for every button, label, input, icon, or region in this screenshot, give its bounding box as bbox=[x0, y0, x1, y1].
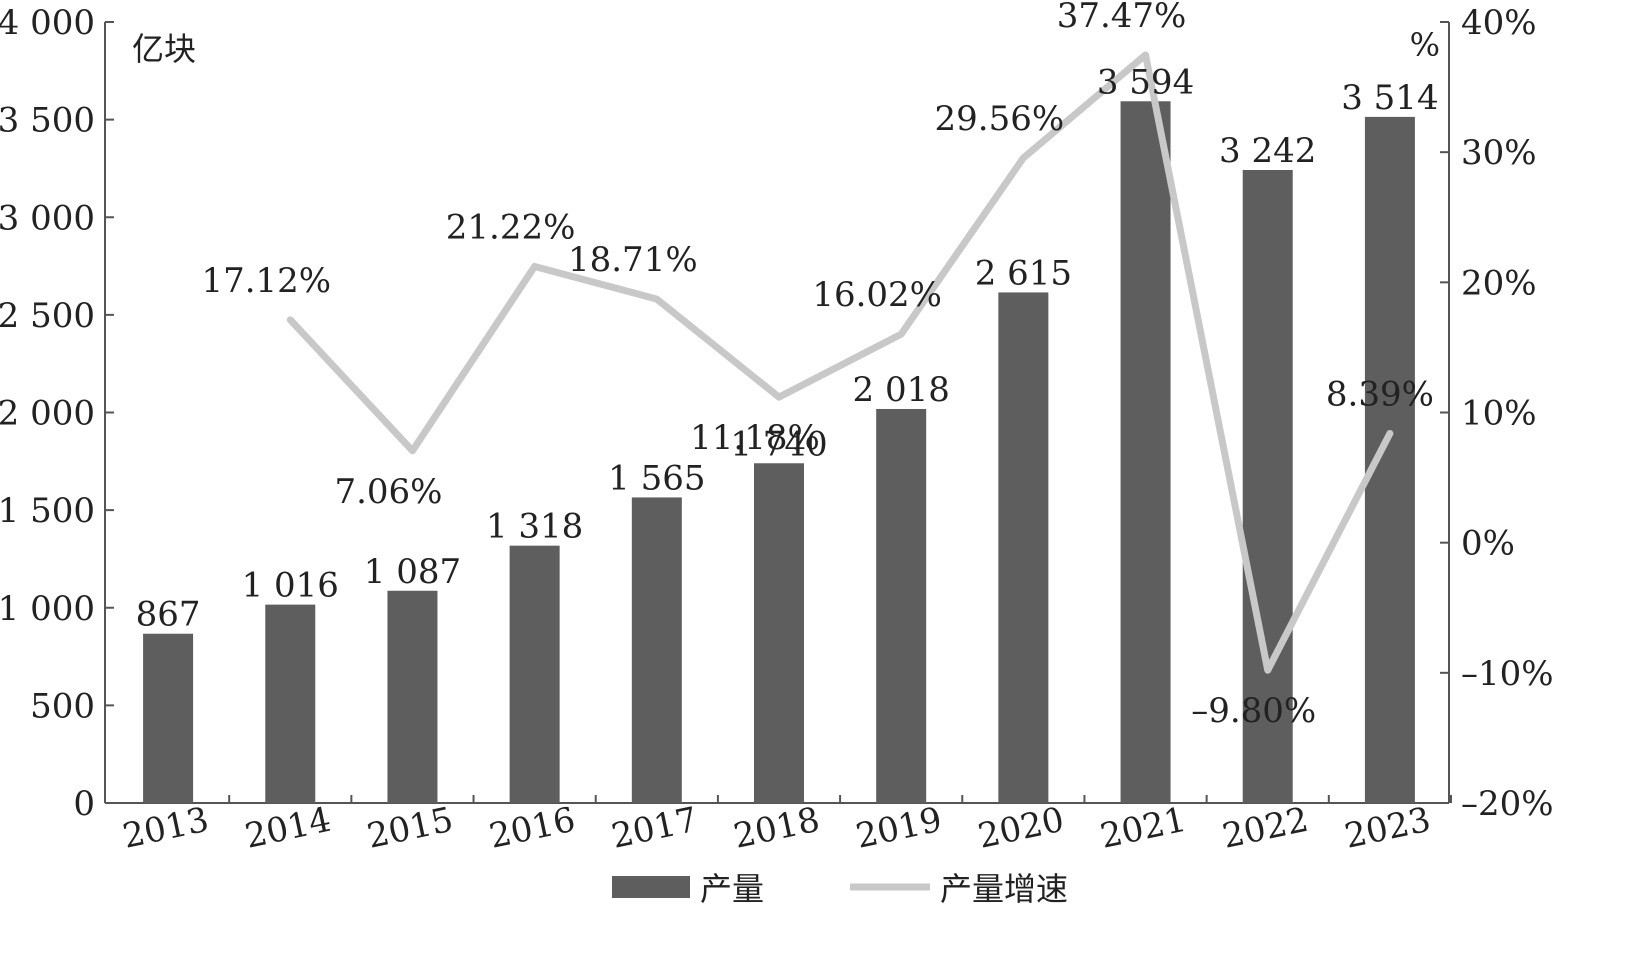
bar-value-label: 3 514 bbox=[1341, 78, 1438, 118]
bar bbox=[509, 545, 560, 803]
growth-line bbox=[286, 51, 1394, 674]
right-tick-label: –20% bbox=[1461, 784, 1554, 824]
bar bbox=[876, 408, 927, 803]
left-axis-unit: 亿块 bbox=[132, 30, 196, 68]
line-value-label: 29.56% bbox=[935, 99, 1065, 139]
bar bbox=[1120, 101, 1171, 804]
right-tick-label: 30% bbox=[1461, 133, 1537, 173]
left-axis-ticks: 0 500 1 000 1 500 2 000 2 500 3 000 3 500 4 000 bbox=[0, 3, 114, 824]
x-tick-label: 2015 bbox=[364, 800, 457, 857]
left-tick-label: 3 500 bbox=[0, 101, 95, 141]
x-tick-label: 2016 bbox=[486, 800, 579, 857]
right-tick-label: –10% bbox=[1461, 654, 1554, 694]
left-tick-label: 2 000 bbox=[0, 394, 95, 434]
left-tick-label: 500 bbox=[30, 686, 95, 726]
line-value-label: 37.47% bbox=[1057, 0, 1187, 36]
line-value-label: 16.02% bbox=[812, 275, 942, 315]
x-tick-label: 2021 bbox=[1097, 800, 1190, 857]
bar bbox=[631, 497, 682, 803]
bar-value-label: 2 018 bbox=[853, 370, 950, 410]
bar-value-labels: 867 1 016 1 087 1 318 1 565 1 740 2 018 2 615 3 … bbox=[136, 62, 1439, 634]
bar bbox=[1242, 169, 1293, 803]
x-tick-label: 2020 bbox=[975, 800, 1068, 857]
line-value-label: 21.22% bbox=[446, 207, 576, 247]
line-value-label: 11.18% bbox=[690, 418, 820, 458]
line-value-label: 18.71% bbox=[568, 240, 698, 280]
bar-value-label: 3 242 bbox=[1219, 131, 1316, 171]
right-tick-label: 0% bbox=[1461, 524, 1515, 564]
right-tick-label: 10% bbox=[1461, 394, 1537, 434]
x-tick-label: 2018 bbox=[730, 800, 823, 857]
line-value-label: 17.12% bbox=[201, 261, 331, 301]
bar bbox=[754, 463, 804, 803]
right-axis-ticks: –20% –10% 0% 10% 20% 30% 40% bbox=[1440, 3, 1554, 824]
x-tick-label: 2022 bbox=[1219, 800, 1312, 857]
left-tick-label: 1 500 bbox=[0, 491, 95, 531]
legend-bar-label: 产量 bbox=[700, 870, 764, 908]
left-tick-label: 3 000 bbox=[0, 198, 95, 238]
bar-value-label: 1 016 bbox=[242, 566, 339, 606]
legend-bar-swatch bbox=[612, 876, 690, 898]
line-value-label: –9.80% bbox=[1191, 691, 1316, 731]
bar-value-label: 1 740 bbox=[730, 424, 827, 464]
right-tick-label: 40% bbox=[1461, 3, 1537, 43]
bar bbox=[265, 604, 316, 803]
bar bbox=[143, 633, 194, 803]
line-value-label: 8.39% bbox=[1326, 374, 1434, 414]
x-tick-label: 2017 bbox=[608, 800, 701, 857]
x-tick-label: 2013 bbox=[119, 800, 212, 857]
left-tick-label: 1 000 bbox=[0, 589, 95, 629]
x-tick-label: 2014 bbox=[242, 800, 335, 857]
left-tick-label: 4 000 bbox=[0, 3, 95, 43]
left-tick-label: 0 bbox=[73, 784, 95, 824]
bar-value-label: 867 bbox=[136, 595, 201, 635]
bar-value-label: 1 318 bbox=[486, 507, 583, 547]
line-value-labels: 17.12% 7.06% 21.22%18.71% 11.18% 16.02% 29.56… bbox=[201, 0, 1433, 731]
legend-line-label: 产量增速 bbox=[940, 870, 1068, 908]
x-tick-label: 2019 bbox=[852, 800, 945, 857]
left-tick-label: 2 500 bbox=[0, 296, 95, 336]
x-axis-ticks: 2013 2014 2015 2016 2017 2018 2019 2020 2021 2022… bbox=[119, 795, 1452, 857]
right-tick-label: 20% bbox=[1461, 263, 1537, 303]
bar bbox=[387, 590, 438, 803]
bar-series bbox=[143, 101, 1415, 804]
bar-value-label: 1 565 bbox=[608, 458, 705, 498]
bar-value-label: 1 087 bbox=[364, 552, 461, 592]
x-tick-label: 2023 bbox=[1341, 800, 1434, 857]
bar-value-label: 3 594 bbox=[1097, 62, 1194, 102]
bar bbox=[998, 292, 1049, 803]
bar-value-label: 2 615 bbox=[975, 253, 1072, 293]
line-value-label: 7.06% bbox=[334, 472, 442, 512]
legend: 产量 产量增速 bbox=[612, 870, 1068, 908]
right-axis-unit: % bbox=[1410, 26, 1440, 64]
